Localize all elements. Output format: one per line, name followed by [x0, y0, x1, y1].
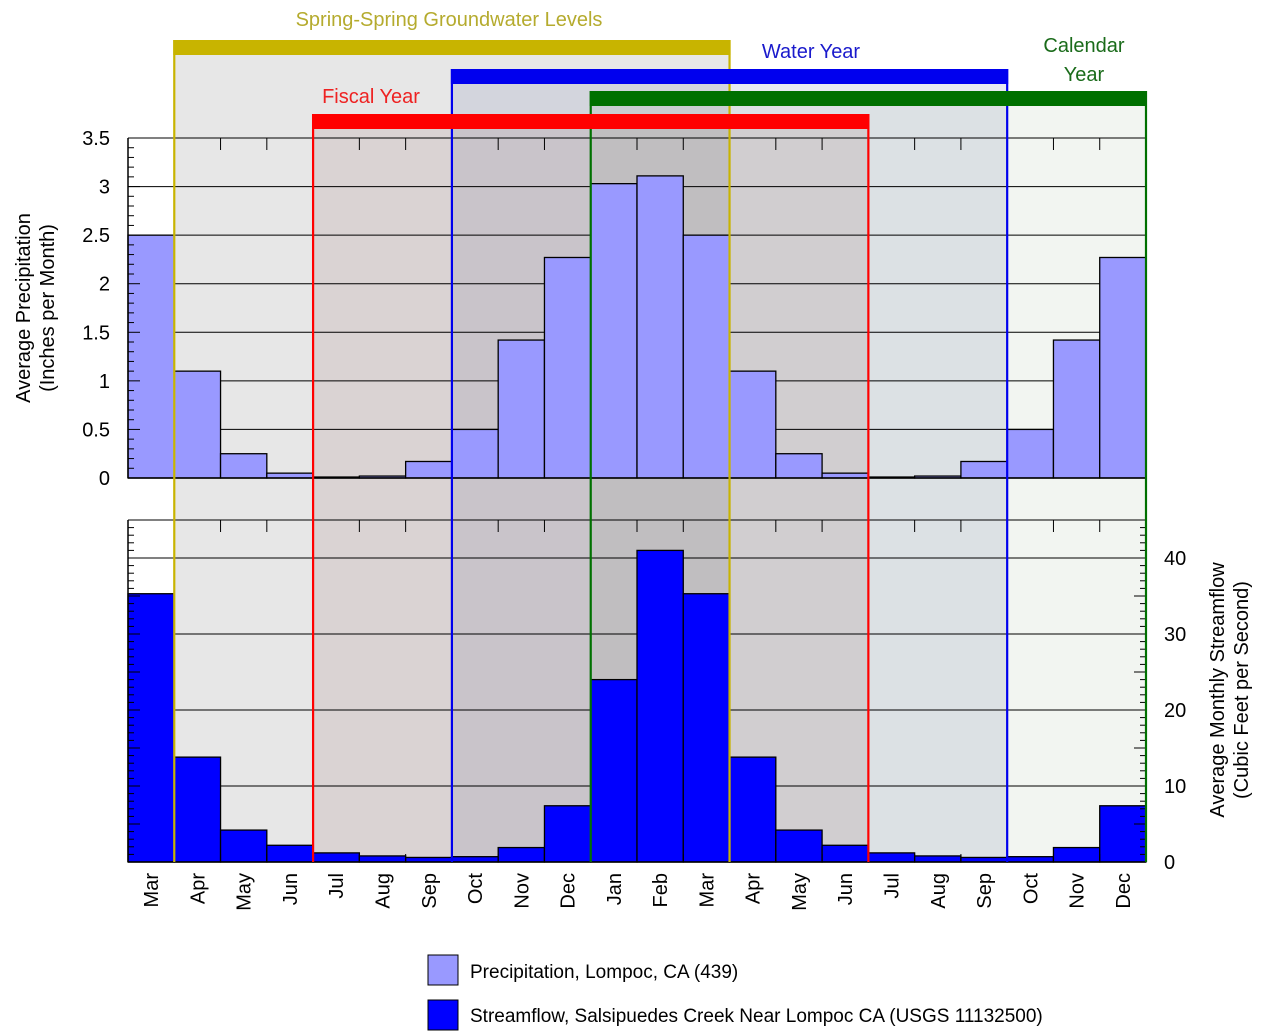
- streamflow-bar-15: [821, 844, 870, 863]
- period-bar-1: [450, 69, 1009, 84]
- bars-layer: [127, 175, 1147, 863]
- labels-layer: 0 0.5 1 1.5 2 2.5 3 3.5 0 10 20 30 40 Mar Apr May Jun Jul…: [13, 9, 1253, 911]
- precip-bar-19: [1006, 428, 1055, 479]
- period-label-water-year: Water Year: [762, 41, 861, 63]
- bottom-ytick-label-3: 30: [1164, 624, 1186, 646]
- month-label-18: Sep: [974, 873, 996, 909]
- bottom-y-axis-title-line2: (Cubic Feet per Second): [1231, 581, 1253, 799]
- precip-bar-0: [127, 234, 175, 479]
- bottom-ytick-label-4: 40: [1164, 548, 1186, 570]
- streamflow-bar-8: [497, 846, 546, 863]
- legend: Precipitation, Lompoc, CA (439) Streamfl…: [427, 954, 1043, 1031]
- month-label-4: Jul: [326, 873, 348, 899]
- precip-bar-9: [543, 256, 592, 479]
- streamflow-bar-11: [636, 549, 684, 863]
- month-label-15: Jun: [835, 873, 857, 905]
- month-label-7: Oct: [465, 873, 487, 905]
- streamflow-bar-3: [266, 844, 314, 863]
- month-label-21: Dec: [1113, 873, 1135, 909]
- streamflow-bar-7: [451, 856, 499, 863]
- month-label-17: Aug: [928, 873, 950, 909]
- precip-bar-6: [404, 460, 453, 479]
- legend-label-streamflow: Streamflow, Salsipuedes Creek Near Lompo…: [470, 1006, 1043, 1027]
- streamflow-bar-14: [775, 829, 823, 863]
- month-label-5: Aug: [373, 873, 395, 909]
- period-bar-2: [589, 91, 1147, 106]
- precip-bar-12: [682, 234, 731, 479]
- precip-bar-8: [497, 339, 546, 479]
- streamflow-bar-12: [682, 593, 731, 863]
- month-label-14: May: [789, 873, 811, 911]
- month-label-8: Nov: [511, 873, 533, 909]
- top-y-axis-title-line2: (Inches per Month): [37, 224, 59, 392]
- month-label-6: Sep: [419, 873, 441, 909]
- period-label-spring: Spring-Spring Groundwater Levels: [296, 9, 603, 31]
- bottom-y-axis-title-line1: Average Monthly Streamflow: [1207, 562, 1229, 818]
- precip-bar-13: [728, 370, 777, 479]
- precip-bar-11: [636, 175, 684, 479]
- precip-bar-1: [173, 370, 222, 479]
- top-ytick-label-1: 0.5: [82, 419, 110, 441]
- streamflow-bar-21: [1099, 805, 1147, 863]
- streamflow-bar-20: [1052, 846, 1101, 863]
- period-bar-3: [312, 114, 870, 129]
- precip-bar-20: [1052, 339, 1101, 479]
- streamflow-bar-5: [358, 855, 407, 863]
- month-label-13: Apr: [743, 873, 765, 904]
- top-ytick-label-6: 3: [99, 177, 110, 199]
- streamflow-bar-0: [127, 593, 175, 863]
- legend-swatch-streamflow: [427, 999, 459, 1031]
- streamflow-bar-1: [173, 756, 222, 863]
- month-label-3: Jun: [280, 873, 302, 905]
- top-ytick-label-3: 1.5: [82, 322, 110, 344]
- precip-bar-14: [775, 453, 823, 479]
- period-brackets-layer: [173, 40, 1148, 862]
- streamflow-bar-2: [219, 829, 268, 863]
- streamflow-bar-19: [1006, 856, 1055, 863]
- streamflow-bar-4: [312, 852, 361, 863]
- month-label-9: Dec: [558, 873, 580, 909]
- month-label-20: Nov: [1067, 873, 1089, 909]
- period-bar-0: [173, 40, 731, 55]
- precip-bar-10: [590, 183, 638, 479]
- month-label-2: May: [234, 873, 256, 911]
- period-label-fiscal-year: Fiscal Year: [322, 86, 420, 108]
- period-label-calendar-year-line1: Calendar: [1043, 35, 1125, 57]
- month-label-16: Jul: [882, 873, 904, 899]
- streamflow-bar-17: [913, 855, 962, 863]
- top-ytick-label-7: 3.5: [82, 128, 110, 150]
- precip-bar-7: [451, 428, 499, 479]
- streamflow-bar-13: [728, 756, 777, 863]
- streamflow-bar-10: [590, 678, 638, 863]
- month-label-12: Mar: [696, 873, 718, 908]
- top-ytick-label-0: 0: [99, 468, 110, 490]
- bottom-ytick-label-1: 10: [1164, 776, 1186, 798]
- precip-bar-21: [1099, 256, 1147, 479]
- top-y-axis-title-line1: Average Precipitation: [13, 213, 35, 403]
- top-ytick-label-5: 2.5: [82, 225, 110, 247]
- month-label-11: Feb: [650, 873, 672, 907]
- month-label-1: Apr: [187, 873, 209, 904]
- streamflow-bar-16: [867, 852, 916, 863]
- streamflow-bar-9: [543, 805, 592, 863]
- bottom-ytick-label-2: 20: [1164, 700, 1186, 722]
- precip-bar-18: [960, 460, 1008, 479]
- legend-label-precipitation: Precipitation, Lompoc, CA (439): [470, 962, 738, 983]
- top-ytick-label-4: 2: [99, 274, 110, 296]
- bottom-ytick-label-0: 0: [1164, 852, 1175, 874]
- month-label-10: Jan: [604, 873, 626, 905]
- month-label-0: Mar: [141, 873, 163, 908]
- month-label-19: Oct: [1020, 873, 1042, 905]
- legend-swatch-precipitation: [427, 954, 459, 986]
- period-label-calendar-year-line2: Year: [1064, 64, 1105, 86]
- top-ytick-label-2: 1: [99, 371, 110, 393]
- precip-bar-2: [219, 453, 268, 479]
